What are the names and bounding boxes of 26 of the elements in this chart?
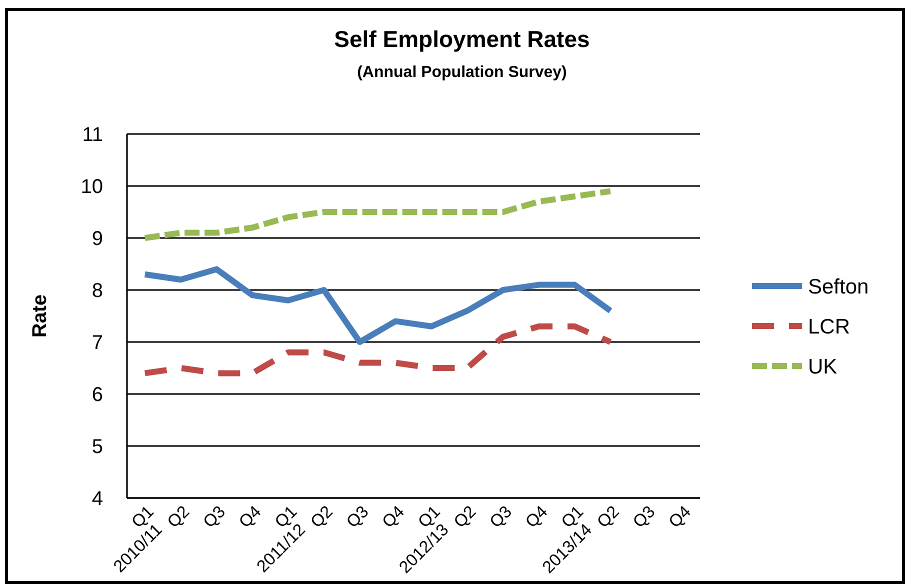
y-tick-label: 9: [92, 228, 103, 250]
x-tick-label: Q2: [593, 502, 623, 532]
y-tick-label: 8: [92, 280, 103, 302]
y-tick-label: 7: [92, 332, 103, 354]
legend-label: Sefton: [808, 275, 869, 298]
y-tick-label: 10: [80, 176, 103, 198]
x-tick-label: Q4: [378, 502, 408, 532]
x-tick-label: Q4: [522, 502, 552, 532]
x-tick-label: Q2: [450, 502, 480, 532]
y-tick-label: 5: [92, 436, 103, 458]
y-tick-label: 11: [82, 124, 103, 146]
chart-title: Self Employment Rates: [334, 26, 590, 52]
x-tick-label: Q2: [306, 502, 336, 532]
y-tick-label: 4: [92, 488, 103, 510]
legend-label: LCR: [808, 315, 850, 338]
y-tick-label: 6: [92, 384, 103, 406]
x-tick-label: Q3: [629, 502, 659, 532]
x-tick-label: Q3: [200, 502, 229, 532]
x-tick-label: Q2: [164, 502, 194, 532]
x-tick-label: Q3: [342, 502, 372, 532]
legend-label: UK: [808, 355, 838, 378]
x-tick-label: Q3: [486, 502, 516, 532]
x-tick-label: Q4: [235, 502, 265, 532]
x-tick-label: Q4: [665, 502, 695, 532]
y-axis-title: Rate: [29, 294, 51, 338]
chart-subtitle: (Annual Population Survey): [357, 64, 567, 81]
